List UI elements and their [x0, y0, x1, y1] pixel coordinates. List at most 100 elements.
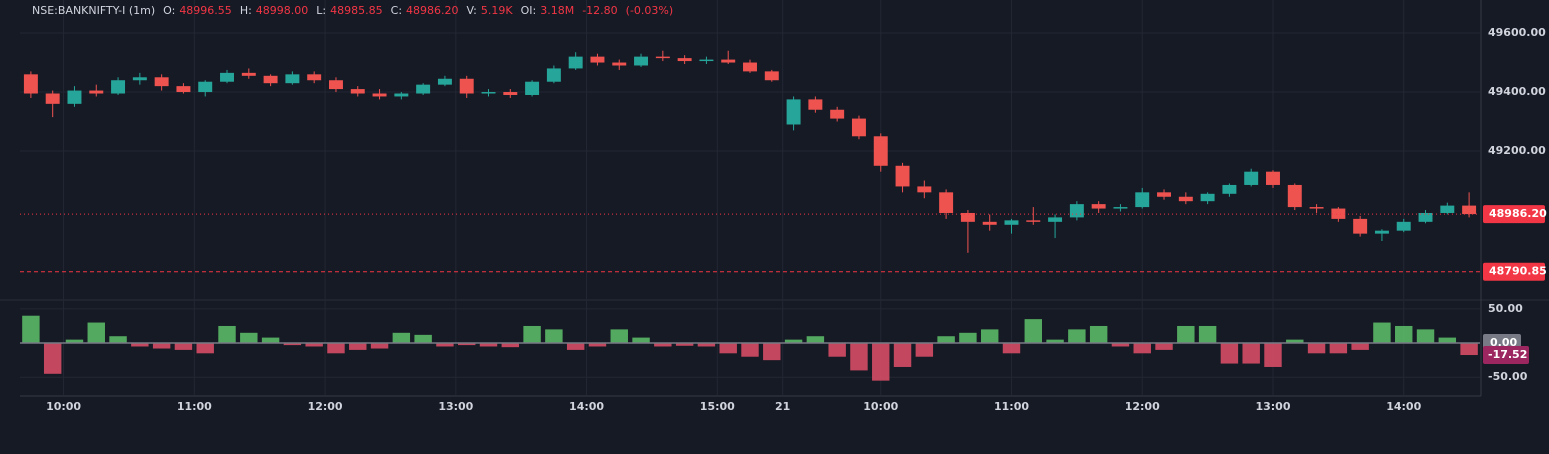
- candle-body: [590, 56, 605, 63]
- histogram-bar: [566, 343, 585, 350]
- candle-body: [328, 80, 343, 90]
- x-tick-label: 13:00: [1255, 400, 1290, 413]
- candle-body: [285, 74, 300, 84]
- candle-body: [394, 93, 409, 97]
- histogram-bar: [218, 325, 236, 344]
- x-tick-label: 12:00: [308, 400, 343, 413]
- field-label: L:: [316, 4, 327, 17]
- histogram-bar: [479, 343, 498, 347]
- candle-body: [1178, 196, 1193, 202]
- histogram-bar: [109, 336, 127, 344]
- histogram-bar: [87, 322, 105, 344]
- candle-body: [1418, 212, 1433, 222]
- histogram-bar: [872, 343, 890, 381]
- histogram-bar: [1351, 343, 1369, 350]
- candle-body: [132, 77, 147, 81]
- histogram-bar: [327, 343, 345, 354]
- last-value-label: -17.52: [1488, 348, 1527, 361]
- field-label: V:: [466, 4, 477, 17]
- candle-body: [960, 212, 975, 222]
- field-label: H:: [239, 4, 252, 17]
- field-value: 3.18M: [540, 4, 575, 17]
- candle-body: [1396, 221, 1411, 231]
- candle-body: [721, 59, 736, 63]
- candle-body: [416, 84, 431, 94]
- histogram-bar: [937, 336, 955, 344]
- field-value: 48996.55: [179, 4, 232, 17]
- candle-body: [1374, 230, 1389, 234]
- histogram-bar: [458, 343, 476, 346]
- histogram-bar: [915, 343, 934, 357]
- histogram-bar: [1155, 343, 1173, 350]
- candle-body: [111, 80, 126, 94]
- candle-body: [699, 59, 714, 62]
- histogram-bar: [893, 343, 912, 367]
- candle-body: [612, 62, 627, 66]
- x-tick-label: 14:00: [1386, 400, 1421, 413]
- candle-body: [154, 77, 169, 87]
- ohlc-field: C: 48986.20: [391, 4, 459, 20]
- candle-body: [241, 72, 256, 76]
- candle-body: [459, 78, 474, 94]
- symbol: NSE:BANKNIFTY-I (1m): [32, 4, 156, 17]
- change-pct: (-0.03%): [625, 4, 674, 17]
- candle-body: [808, 99, 823, 110]
- histogram-bar: [1438, 337, 1457, 344]
- candle-body: [1004, 220, 1019, 225]
- y-tick-label: 49200.00: [1488, 144, 1546, 157]
- field-label: O:: [163, 4, 176, 17]
- price-label-box: [1483, 205, 1545, 224]
- candle-body: [568, 56, 583, 69]
- ohlc-field: OI: 3.18M: [521, 4, 575, 20]
- last-value-box: [1483, 346, 1529, 365]
- candle-body: [1113, 207, 1128, 209]
- candle-body: [764, 71, 779, 81]
- histogram-bar: [1024, 319, 1042, 344]
- histogram-bar: [392, 332, 411, 344]
- histogram-bar: [152, 343, 171, 349]
- histogram-bar: [588, 343, 607, 347]
- candle-body: [220, 72, 234, 82]
- y-tick-label: 49600.00: [1488, 26, 1546, 39]
- candle-body: [1026, 220, 1041, 222]
- histogram-bar: [131, 343, 149, 347]
- histogram-bar: [196, 343, 214, 354]
- zero-label: 0.00: [1490, 336, 1517, 349]
- histogram-bar: [501, 343, 520, 348]
- histogram-bar: [370, 343, 389, 349]
- candle-body: [1309, 207, 1324, 209]
- field-value: 48986.20: [406, 4, 459, 17]
- histogram-bar: [240, 332, 258, 344]
- x-tick-label: 12:00: [1125, 400, 1160, 413]
- histogram-bar: [1307, 343, 1326, 354]
- candle-body: [45, 93, 60, 104]
- candle-body: [677, 58, 692, 62]
- candle-body: [873, 136, 888, 166]
- candle-body: [1135, 192, 1150, 208]
- candle-body: [1287, 184, 1302, 208]
- y-tick-label: -50.00: [1488, 370, 1528, 383]
- candle-body: [525, 81, 540, 95]
- candle-body: [23, 74, 38, 94]
- legend-header: NSE:BANKNIFTY-I (1m) O: 48996.55 H: 48998.00…: [32, 4, 673, 20]
- candle-body: [1331, 208, 1346, 219]
- candle-body: [851, 118, 866, 137]
- candle-body: [1353, 218, 1368, 234]
- histogram-bar: [1220, 343, 1239, 364]
- histogram-bar: [1133, 343, 1151, 354]
- candle-body: [1462, 205, 1477, 215]
- histogram-bar: [1416, 329, 1435, 344]
- candle-body: [67, 90, 82, 104]
- histogram-bar: [1329, 343, 1348, 354]
- candle-body: [634, 56, 649, 66]
- histogram-bar: [22, 315, 40, 344]
- candle-body: [307, 74, 322, 81]
- candle-body: [1244, 171, 1259, 185]
- candle-body: [786, 99, 801, 125]
- histogram-bar: [610, 329, 628, 344]
- histogram-bar: [1002, 343, 1021, 354]
- candle-body: [1069, 204, 1084, 218]
- candle-body: [1200, 193, 1215, 202]
- histogram-bar: [1286, 339, 1304, 344]
- candle-body: [1048, 217, 1063, 222]
